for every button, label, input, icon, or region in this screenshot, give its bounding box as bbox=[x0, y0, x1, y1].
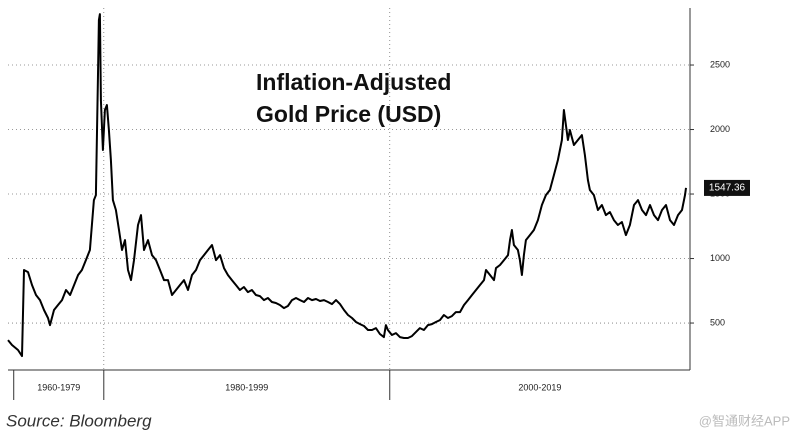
price-line bbox=[7, 13, 687, 358]
last-value-label: 1547.36 bbox=[709, 183, 746, 194]
source: Source: Bloomberg bbox=[6, 411, 152, 430]
y-tick-label: 2000 bbox=[710, 124, 730, 134]
last-value-box bbox=[704, 179, 750, 196]
chart-title: Gold Price (USD) bbox=[256, 101, 441, 127]
y-tick-label: 2500 bbox=[710, 59, 730, 69]
y-tick-label: 1000 bbox=[710, 253, 730, 263]
y-tick-label: 500 bbox=[710, 317, 725, 327]
x-period-label: 1980-1999 bbox=[225, 382, 268, 392]
watermark: @智通财经APP bbox=[699, 413, 790, 428]
x-period-label: 2000-2019 bbox=[518, 382, 561, 392]
chart-title: Inflation-Adjusted bbox=[256, 69, 451, 95]
x-period-label: 1960-1979 bbox=[37, 382, 80, 392]
